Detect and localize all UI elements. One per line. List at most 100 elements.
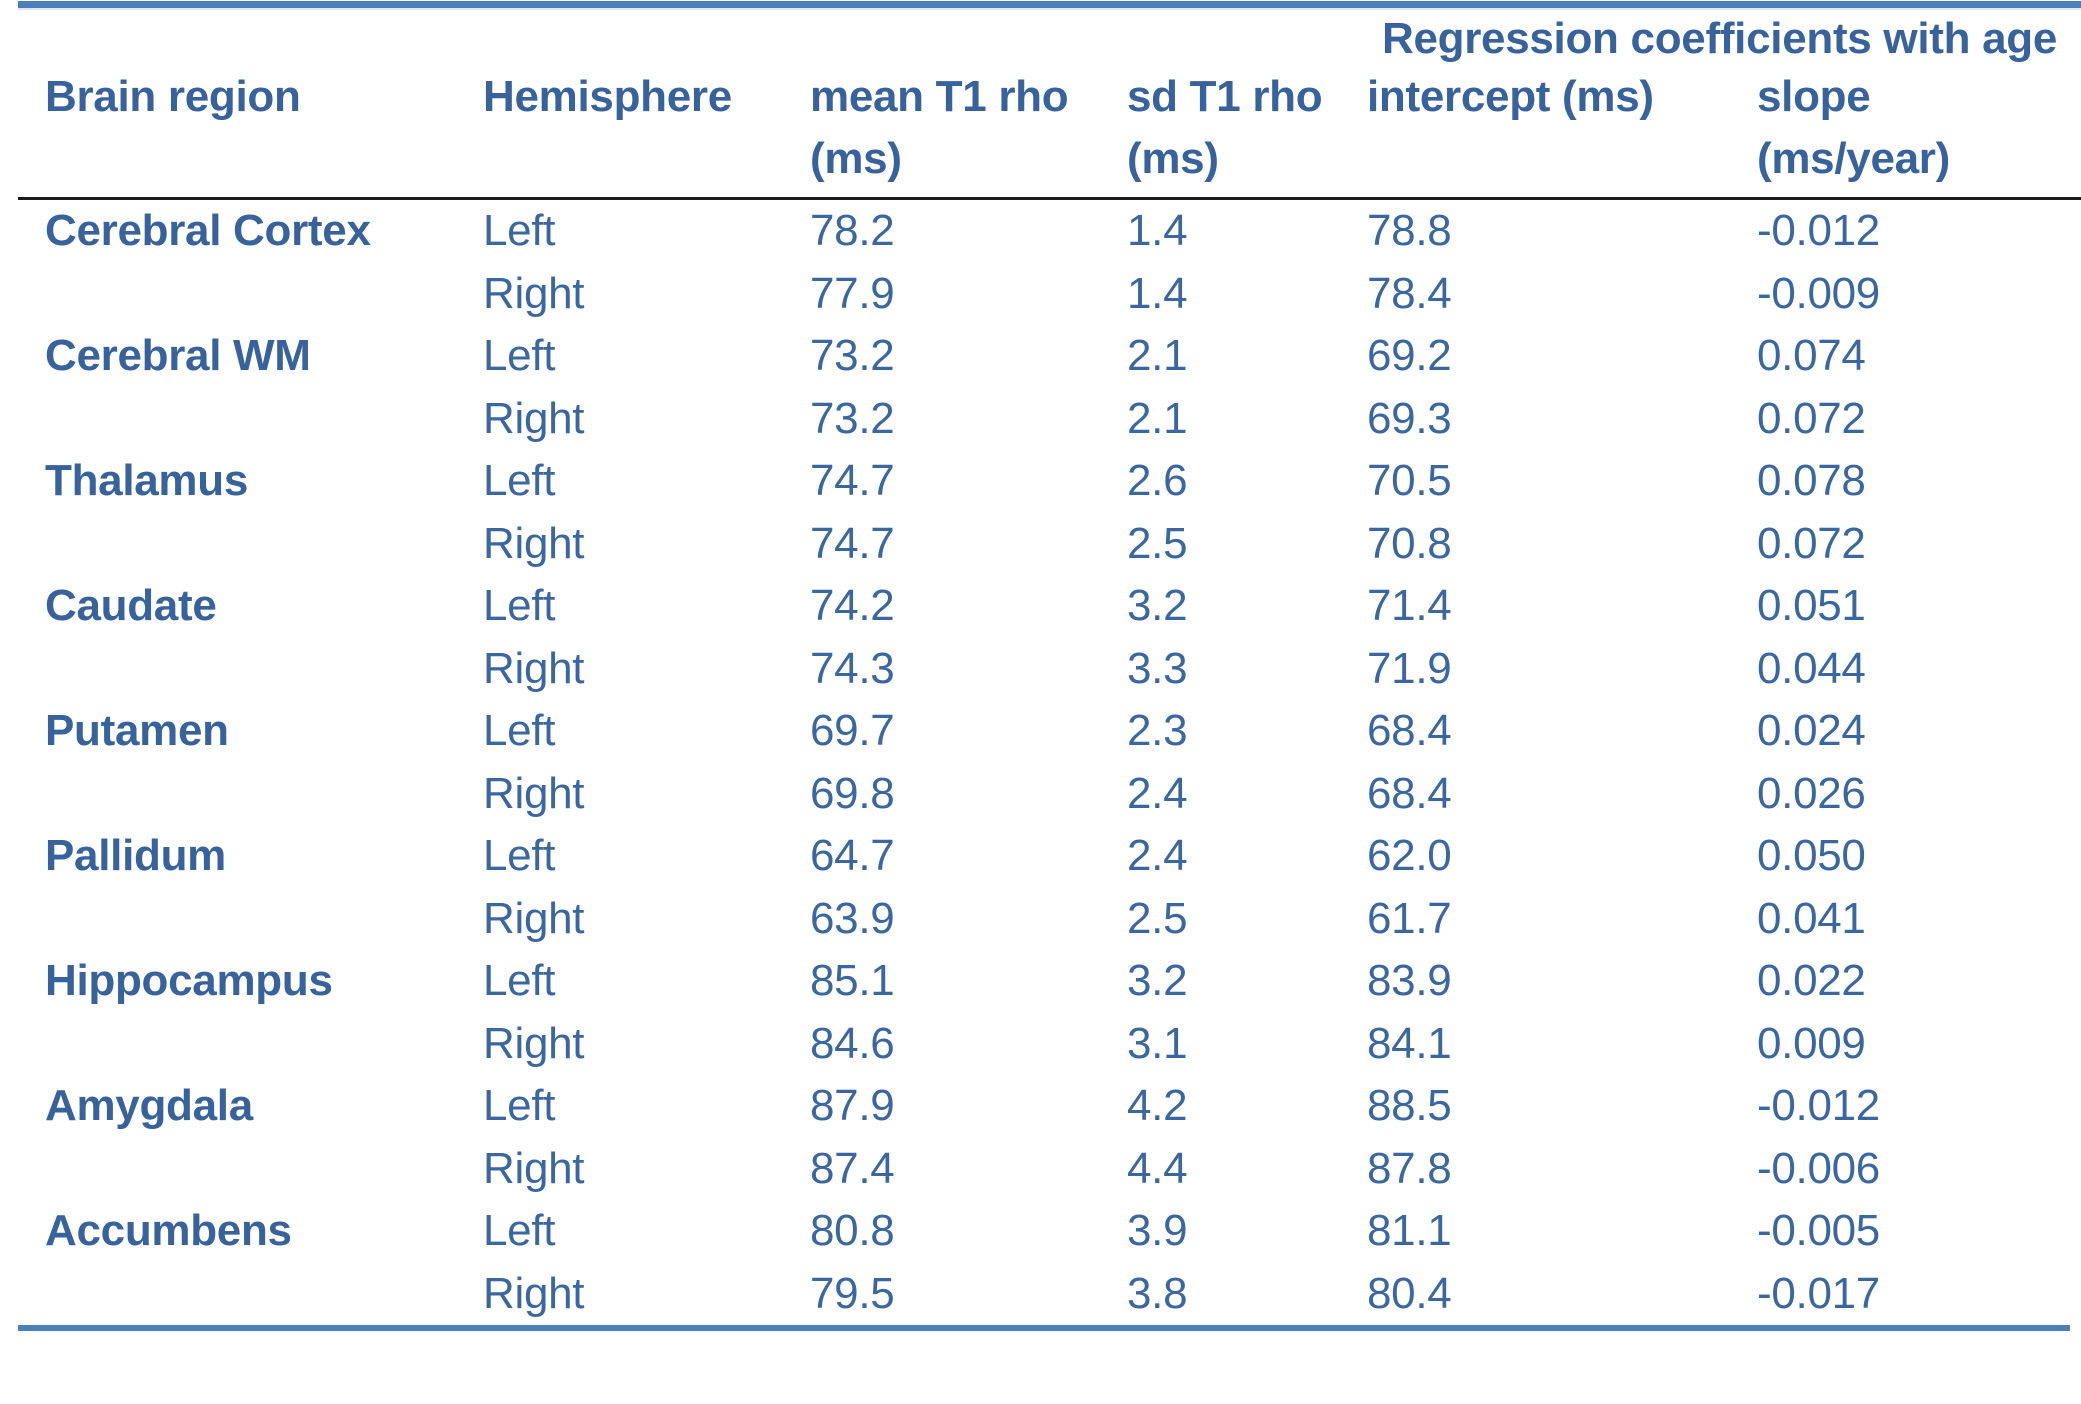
cell-brain-region: Pallidum xyxy=(45,831,226,880)
cell-hemisphere: Left xyxy=(483,831,556,880)
table-row: Right 69.8 2.4 68.4 0.026 xyxy=(18,763,2081,826)
cell-intercept: 78.4 xyxy=(1367,268,1452,318)
cell-hemisphere: Left xyxy=(483,1206,556,1255)
bottom-accent-bar xyxy=(18,1325,2070,1331)
cell-brain-region xyxy=(18,763,483,826)
cell-brain-region: Cerebral WM xyxy=(45,331,311,380)
cell-hemisphere: Left xyxy=(483,331,556,380)
table-row: Accumbens Left 80.8 3.9 81.1 -0.005 xyxy=(18,1200,2081,1263)
cell-intercept: 68.4 xyxy=(1367,768,1452,818)
cell-brain-region: Amygdala xyxy=(45,1081,253,1130)
table-row: Right 63.9 2.5 61.7 0.041 xyxy=(18,888,2081,951)
table-row: Pallidum Left 64.7 2.4 62.0 0.050 xyxy=(18,825,2081,888)
cell-hemisphere: Right xyxy=(483,268,585,318)
cell-slope: 0.074 xyxy=(1757,331,1866,380)
cell-intercept: 83.9 xyxy=(1367,956,1452,1005)
cell-hemisphere: Left xyxy=(483,1081,556,1130)
t1rho-table: Regression coefficients with age Brain r… xyxy=(18,10,2081,1325)
cell-mean-t1rho: 85.1 xyxy=(810,956,895,1005)
span-header-row: Regression coefficients with age xyxy=(18,10,2081,67)
unit-hemisphere xyxy=(483,133,810,199)
cell-slope: -0.006 xyxy=(1757,1143,1880,1193)
table-row: Putamen Left 69.7 2.3 68.4 0.024 xyxy=(18,700,2081,763)
cell-hemisphere: Left xyxy=(483,706,556,755)
cell-slope: 0.050 xyxy=(1757,831,1866,880)
cell-intercept: 71.9 xyxy=(1367,643,1452,693)
cell-slope: 0.024 xyxy=(1757,706,1866,755)
cell-brain-region: Caudate xyxy=(45,581,217,630)
cell-mean-t1rho: 87.9 xyxy=(810,1081,895,1130)
cell-sd-t1rho: 2.1 xyxy=(1127,393,1188,443)
cell-hemisphere: Right xyxy=(483,768,585,818)
cell-slope: 0.051 xyxy=(1757,581,1866,630)
table-row: Right 77.9 1.4 78.4 -0.009 xyxy=(18,263,2081,326)
cell-slope: 0.044 xyxy=(1757,643,1866,693)
cell-mean-t1rho: 87.4 xyxy=(810,1143,895,1193)
cell-sd-t1rho: 2.4 xyxy=(1127,831,1188,880)
cell-mean-t1rho: 74.2 xyxy=(810,581,895,630)
unit-slope: (ms/year) xyxy=(1757,134,1950,183)
cell-intercept: 68.4 xyxy=(1367,706,1452,755)
cell-sd-t1rho: 2.5 xyxy=(1127,893,1188,943)
cell-intercept: 69.2 xyxy=(1367,331,1452,380)
cell-intercept: 71.4 xyxy=(1367,581,1452,630)
cell-hemisphere: Left xyxy=(483,456,556,505)
column-header-row: Brain region Hemisphere mean T1 rho sd T… xyxy=(18,67,2081,133)
cell-slope: 0.009 xyxy=(1757,1018,1866,1068)
cell-mean-t1rho: 63.9 xyxy=(810,893,895,943)
cell-slope: 0.041 xyxy=(1757,893,1866,943)
cell-sd-t1rho: 3.8 xyxy=(1127,1268,1188,1318)
table-row: Right 87.4 4.4 87.8 -0.006 xyxy=(18,1138,2081,1201)
cell-mean-t1rho: 74.7 xyxy=(810,518,895,568)
cell-brain-region xyxy=(18,638,483,701)
table-row: Right 74.7 2.5 70.8 0.072 xyxy=(18,513,2081,576)
cell-mean-t1rho: 77.9 xyxy=(810,268,895,318)
cell-intercept: 69.3 xyxy=(1367,393,1452,443)
column-header-hemisphere: Hemisphere xyxy=(483,72,732,121)
cell-intercept: 78.8 xyxy=(1367,206,1452,255)
cell-sd-t1rho: 4.4 xyxy=(1127,1143,1188,1193)
column-unit-row: (ms) (ms) (ms/year) xyxy=(18,133,2081,199)
unit-brain-region xyxy=(18,133,483,199)
cell-intercept: 80.4 xyxy=(1367,1268,1452,1318)
cell-mean-t1rho: 69.8 xyxy=(810,768,895,818)
cell-sd-t1rho: 3.1 xyxy=(1127,1018,1188,1068)
cell-slope: 0.072 xyxy=(1757,518,1866,568)
cell-slope: -0.009 xyxy=(1757,268,1880,318)
cell-slope: -0.012 xyxy=(1757,1081,1880,1130)
cell-intercept: 84.1 xyxy=(1367,1018,1452,1068)
cell-brain-region: Putamen xyxy=(45,706,229,755)
cell-sd-t1rho: 2.5 xyxy=(1127,518,1188,568)
cell-slope: -0.017 xyxy=(1757,1268,1880,1318)
cell-sd-t1rho: 2.4 xyxy=(1127,768,1188,818)
cell-intercept: 87.8 xyxy=(1367,1143,1452,1193)
table-row: Right 84.6 3.1 84.1 0.009 xyxy=(18,1013,2081,1076)
table-row: Amygdala Left 87.9 4.2 88.5 -0.012 xyxy=(18,1075,2081,1138)
regression-span-header: Regression coefficients with age xyxy=(1382,14,2058,63)
table-row: Right 74.3 3.3 71.9 0.044 xyxy=(18,638,2081,701)
cell-brain-region xyxy=(18,263,483,326)
cell-brain-region: Accumbens xyxy=(45,1206,292,1255)
cell-sd-t1rho: 2.6 xyxy=(1127,456,1188,505)
cell-sd-t1rho: 1.4 xyxy=(1127,268,1188,318)
cell-hemisphere: Right xyxy=(483,1268,585,1318)
table-row: Hippocampus Left 85.1 3.2 83.9 0.022 xyxy=(18,950,2081,1013)
unit-mean-t1rho: (ms) xyxy=(810,134,902,183)
cell-mean-t1rho: 78.2 xyxy=(810,206,895,255)
cell-brain-region: Cerebral Cortex xyxy=(45,206,371,255)
table-row: Cerebral Cortex Left 78.2 1.4 78.8 -0.01… xyxy=(18,199,2081,263)
cell-sd-t1rho: 3.3 xyxy=(1127,643,1188,693)
cell-mean-t1rho: 73.2 xyxy=(810,331,895,380)
cell-brain-region xyxy=(18,1263,483,1326)
cell-slope: 0.078 xyxy=(1757,456,1866,505)
cell-brain-region xyxy=(18,1138,483,1201)
cell-intercept: 70.5 xyxy=(1367,456,1452,505)
cell-sd-t1rho: 3.2 xyxy=(1127,956,1188,1005)
cell-intercept: 88.5 xyxy=(1367,1081,1452,1130)
span-header-spacer xyxy=(18,10,1367,67)
column-header-sd-t1rho: sd T1 rho xyxy=(1127,72,1323,121)
cell-intercept: 70.8 xyxy=(1367,518,1452,568)
cell-slope: -0.012 xyxy=(1757,206,1880,255)
column-header-intercept: intercept (ms) xyxy=(1367,72,1654,121)
cell-mean-t1rho: 64.7 xyxy=(810,831,895,880)
